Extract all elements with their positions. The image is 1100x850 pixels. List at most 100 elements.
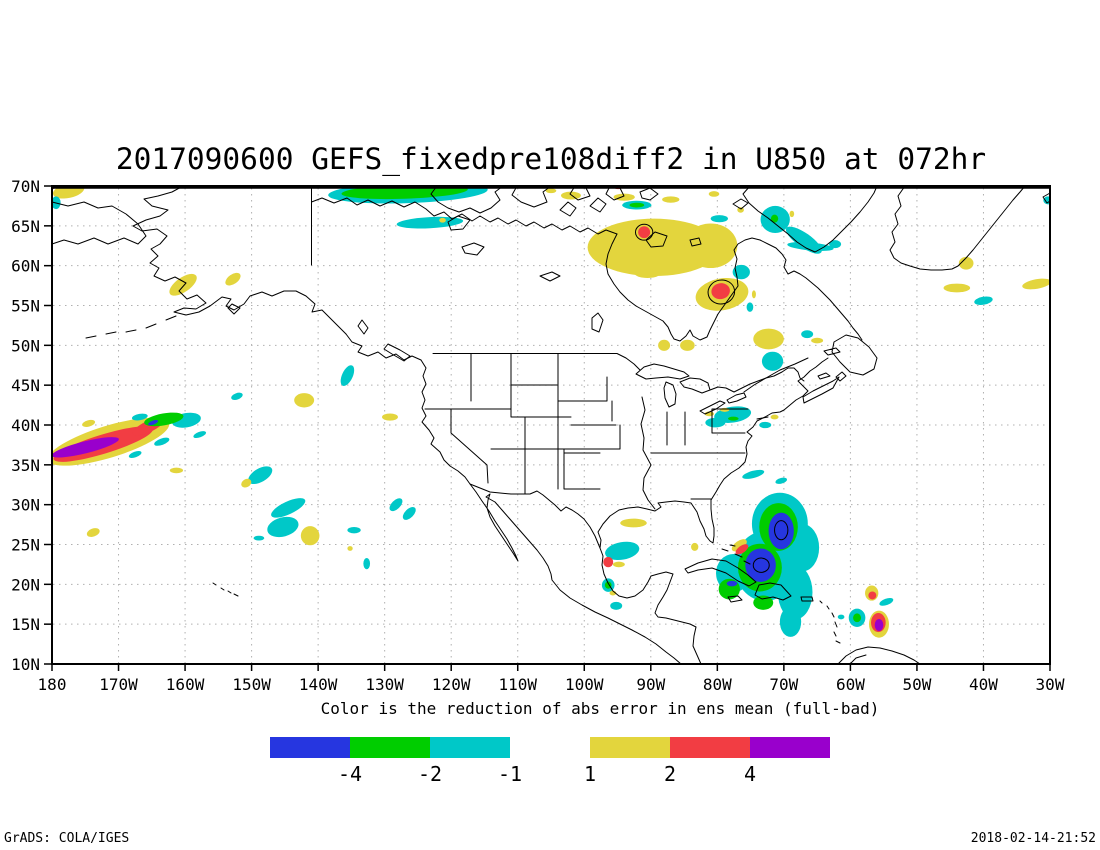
- y-axis-label: 55N: [11, 297, 40, 316]
- great-lakes: [635, 363, 747, 415]
- anomaly-region-p1: [753, 328, 784, 350]
- x-axis-label: 100W: [565, 675, 604, 694]
- caribbean-islands: [684, 544, 841, 644]
- y-axis-label: 60N: [11, 257, 40, 276]
- anomaly-region-p4: [874, 618, 884, 631]
- x-axis-label: 90W: [636, 675, 665, 694]
- anomaly-region-m1: [340, 365, 355, 386]
- anomaly-region-p1: [382, 413, 398, 421]
- anomaly-region-m2: [753, 595, 774, 610]
- x-axis-label: 40W: [969, 675, 998, 694]
- anomaly-region-m1: [746, 302, 754, 312]
- anomaly-region-m1: [605, 541, 640, 561]
- anomaly-region-m1: [974, 296, 993, 305]
- anomaly-region-p1: [719, 407, 730, 412]
- anomaly-region-p1: [294, 393, 315, 408]
- x-axis-label: 140W: [299, 675, 338, 694]
- colorbar-label: -2: [418, 762, 442, 786]
- anomaly-region-p1: [587, 218, 721, 277]
- anomaly-region-p1: [708, 191, 720, 197]
- x-axis-label: 110W: [498, 675, 537, 694]
- anomaly-region-p1: [439, 217, 446, 223]
- anomaly-region-m1: [154, 437, 170, 446]
- border-us-mexico: [469, 483, 601, 549]
- colorbar-caption: Color is the reduction of abs error in e…: [321, 699, 880, 718]
- colorbar-segment: [590, 737, 670, 758]
- anomaly-region-p1: [731, 539, 747, 552]
- anomaly-region-m1: [389, 498, 403, 512]
- y-axis-label: 15N: [11, 615, 40, 634]
- y-axis-label: 10N: [11, 655, 40, 674]
- colorbar-label: -1: [498, 762, 522, 786]
- anomaly-region-p1: [1022, 278, 1049, 290]
- anomaly-region-p1: [943, 283, 971, 293]
- anomaly-region-p1: [300, 526, 320, 546]
- hawaii-islands: [212, 582, 239, 597]
- coast-west-us-mexico: [420, 359, 682, 665]
- anomaly-region-m4: [726, 580, 738, 587]
- anomaly-region-m1: [128, 451, 142, 458]
- coast-arctic-mainland: [311, 197, 618, 235]
- axes-layer: 180 170W 160W 150W 140W 130W 120W 110W 100W 90W 80…: [11, 177, 1065, 694]
- anomaly-region-p1: [751, 290, 756, 299]
- vancouver-island: [383, 343, 411, 362]
- anomaly-region-m1: [801, 330, 814, 339]
- baffin-island: [742, 185, 878, 253]
- anomaly-region-p1: [545, 188, 557, 194]
- anomaly-region-m1: [396, 216, 464, 229]
- colorbar-label: 2: [664, 762, 676, 786]
- anomaly-region-ring: [752, 557, 770, 573]
- timestamp: 2018-02-14-21:52: [971, 831, 1096, 846]
- anomaly-region-p2: [868, 591, 877, 600]
- anomaly-region-m2: [770, 214, 779, 223]
- south-america-coast: [837, 646, 921, 665]
- anomaly-region-m1: [879, 597, 894, 606]
- anomaly-region-p1: [789, 210, 795, 218]
- x-axis-label: 60W: [836, 675, 865, 694]
- arctic-islands: [430, 185, 749, 248]
- x-axis-label: 160W: [166, 675, 205, 694]
- st-lawrence-river: [743, 357, 809, 393]
- anomaly-region-m2: [629, 202, 645, 208]
- coast-siberia: [51, 201, 147, 245]
- anomaly-region-m1: [363, 558, 371, 570]
- anomaly-region-p1: [241, 478, 252, 488]
- anomaly-region-m1: [231, 392, 243, 400]
- anomaly-region-p1: [169, 273, 197, 296]
- anomaly-region-m4: [745, 548, 776, 582]
- anomaly-region-m1: [779, 606, 802, 637]
- y-axis-label: 70N: [11, 177, 40, 196]
- coast-mexico-yucatan: [599, 547, 702, 665]
- anomaly-region-p1: [691, 542, 699, 551]
- colorbar-segment: [430, 737, 510, 758]
- x-axis-label: 30W: [1036, 675, 1065, 694]
- anomaly-region-m1: [610, 601, 623, 610]
- anomaly-region-p2: [711, 283, 730, 300]
- anomaly-region-p1: [770, 414, 779, 420]
- coast-hudson-bay-labrador: [605, 233, 863, 342]
- anomaly-region-m1: [775, 477, 788, 484]
- colorbar-label: -4: [338, 762, 362, 786]
- coast-alaska: [132, 185, 347, 335]
- anomaly-region-m1: [402, 506, 416, 520]
- border-us-canada: [432, 353, 805, 393]
- anomaly-region-m1: [742, 469, 765, 479]
- coastline-layer: [51, 185, 1051, 665]
- x-axis-label: 70W: [769, 675, 798, 694]
- anomaly-region-p1: [612, 561, 625, 568]
- colorbar-layer: -4 -2 -1 1 2 4: [270, 737, 830, 786]
- us-state-borders: [424, 353, 769, 510]
- anomaly-region-p1: [53, 187, 85, 199]
- colorbar-segment: [750, 737, 830, 758]
- anomaly-region-p1: [662, 196, 680, 203]
- anomaly-region-m1: [761, 351, 784, 371]
- canadian-lakes: [447, 215, 604, 333]
- y-axis-label: 25N: [11, 536, 40, 555]
- anomaly-region-m1: [253, 535, 265, 541]
- y-axis-label: 30N: [11, 496, 40, 515]
- anomaly-region-m1: [777, 565, 813, 620]
- x-axis-label: 180: [38, 675, 67, 694]
- atlantic-canada-islands: [802, 334, 878, 404]
- coast-gulf-east-us: [597, 357, 829, 549]
- anomaly-region-m2: [853, 613, 862, 623]
